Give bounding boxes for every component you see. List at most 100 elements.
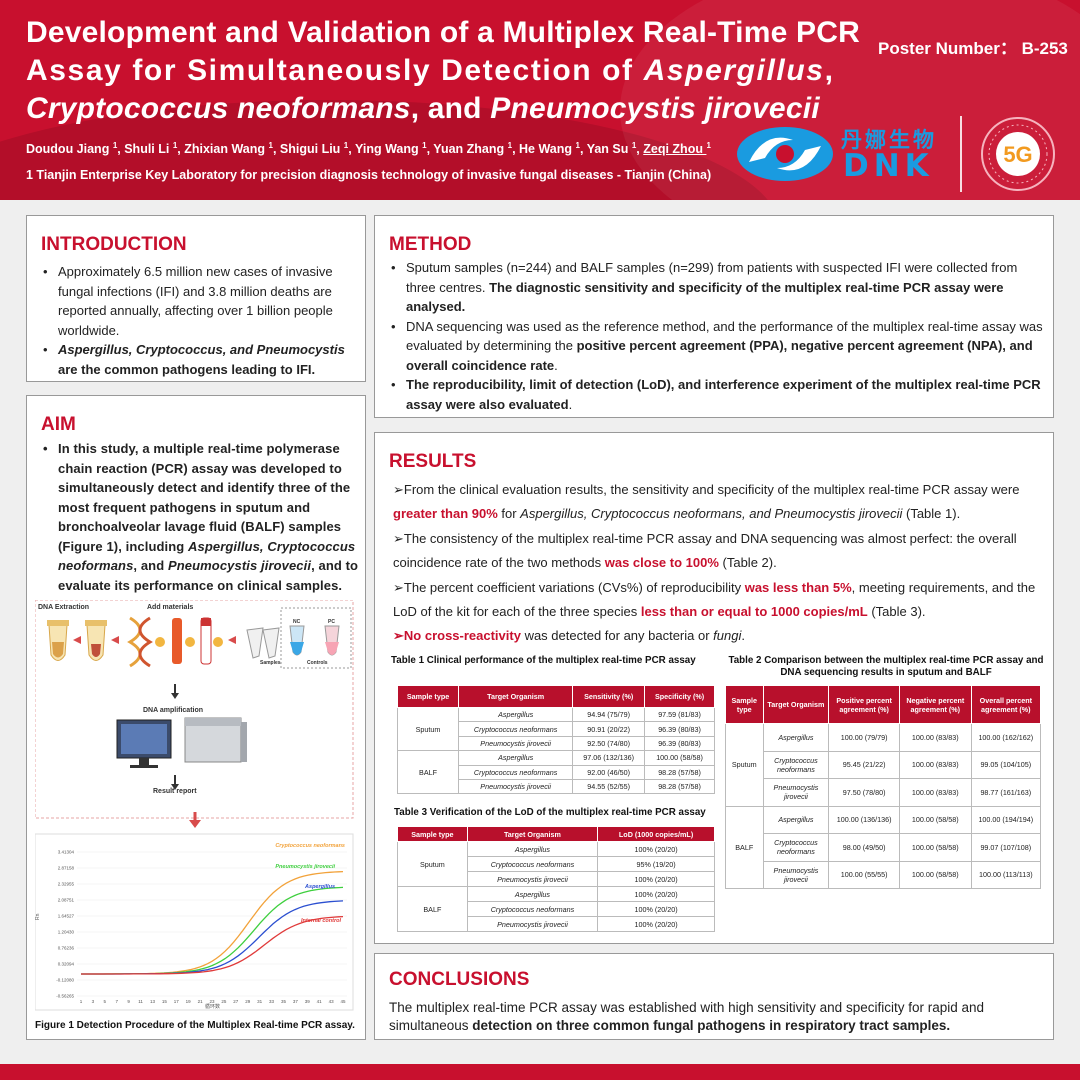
affiliation: 1 Tianjin Enterprise Key Laboratory for … [26, 168, 712, 182]
tube-icon [85, 620, 107, 661]
bullet-text: In this study, a multiple real-time poly… [58, 441, 351, 554]
method-bullet: DNA sequencing was used as the reference… [389, 317, 1049, 376]
x-tick-label: 7 [115, 999, 118, 1004]
value-cell: 100.00 (79/79) [828, 723, 900, 752]
minus-icon [213, 637, 223, 647]
x-tick-label: 35 [281, 999, 287, 1004]
para-text: fungi [713, 628, 742, 644]
table-header-cell: Sample type [725, 685, 764, 724]
header-banner: Development and Validation of a Multiple… [0, 0, 1080, 200]
para-text: . [741, 628, 745, 644]
dna-icon [127, 616, 153, 668]
sample-type-cell: Sputum [397, 841, 468, 887]
table-row: Cryptococcus neoformans 90.91 (20/22) 96.3… [398, 721, 715, 737]
organism-cell: Aspergillus [466, 841, 599, 857]
para-text: ➢The consistency of the multiplex real-t… [393, 530, 1017, 571]
aim-heading: AIM [41, 414, 76, 435]
y-tick-label: -0.56265 [56, 994, 74, 999]
nc-label: NC [293, 619, 301, 625]
table-header-cell: LoD (1000 copies/mL) [597, 826, 715, 842]
introduction-bullet: Aspergillus, Cryptococcus, and Pneumocys… [41, 340, 361, 379]
method-bullet: The reproducibility, limit of detection … [389, 375, 1049, 414]
bullet-text: . [554, 357, 558, 373]
value-cell: 100.00 (136/136) [828, 805, 900, 834]
introduction-list: Approximately 6.5 million new cases of i… [41, 262, 361, 379]
value-cell: 100.00 (194/194) [970, 805, 1042, 834]
x-tick-label: 23 [209, 999, 215, 1004]
x-tick-label: 11 [138, 999, 143, 1004]
conclusions-heading: CONCLUSIONS [389, 969, 530, 990]
table-row: BALF Aspergillus 97.06 (132/136) 100.00 (58… [396, 750, 715, 795]
para-text: ➢The percent coefficient variations (CVs… [393, 579, 745, 595]
value-cell: 90.91 (20/22) [572, 721, 646, 737]
chart-curve-labels: Cryptococcus neoformans Pneumocystis jiro… [275, 843, 345, 924]
para-text: was detected for any bacteria or [520, 628, 714, 644]
organism-cell: Cryptococcus neoformans [458, 764, 574, 780]
value-cell: 96.39 (80/83) [644, 735, 715, 752]
footer-bar [0, 1064, 1080, 1080]
organism-cell: Cryptococcus neoformans [762, 833, 830, 862]
5g-badge-icon: 5G [981, 117, 1055, 191]
highlight-text: greater than 90% [393, 506, 498, 522]
highlight-text: was close to 100% [604, 555, 719, 571]
value-cell: 100.00 (58/58) [898, 860, 972, 889]
poster-number: Poster Number： B-253 [878, 39, 1068, 58]
arrow-icon [228, 636, 236, 644]
table-header-row: Sample type Target Organism Positive perce… [725, 685, 1042, 724]
y-tick-label: -0.12080 [56, 978, 74, 983]
computer-icon [116, 719, 172, 768]
title-line-3: Cryptococcus neoformans, and Pneumocysti… [26, 90, 860, 128]
title-organism: Pneumocystis jirovecii [490, 92, 820, 125]
x-tick-label: 37 [293, 999, 299, 1004]
table-row: Pneumocystis jirovecii 100% (20/20) [398, 916, 715, 932]
para-text: (Table 2). [718, 555, 777, 571]
author-name: Zhixian Wang [184, 142, 269, 157]
table-row: BALF Aspergillus 100% (20/20) [397, 886, 715, 932]
results-paragraph: ➢From the clinical evaluation results, t… [393, 478, 1043, 527]
table-row: Sputum Aspergillus 100.00 (79/79) 100.00 (8… [725, 723, 1042, 807]
table-1: Sample type Target Organism Sensitivity (%… [396, 685, 715, 795]
author-separator: , [512, 142, 520, 157]
tube-icon [47, 620, 69, 661]
x-axis-label: 循环数 [205, 1003, 220, 1010]
author-affiliation-mark: 1 [172, 141, 178, 150]
sample-type-cell: BALF [397, 886, 468, 932]
method-bullet: Sputum samples (n=244) and BALF samples … [389, 258, 1049, 317]
organism-cell: Pneumocystis jirovecii [762, 778, 830, 807]
para-text: Aspergillus, Cryptococcus neoformans, an… [520, 506, 903, 522]
value-cell: 95% (19/20) [597, 856, 715, 872]
bullet-text: Pneumocystis jirovecii [167, 558, 312, 573]
value-cell: 96.39 (80/83) [644, 721, 715, 737]
sample-tubes-icon [246, 627, 280, 659]
sample-type-cell: Sputum [396, 706, 460, 752]
title-text: Assay for Simultaneously Detection of [26, 54, 644, 87]
table-row: Sputum Aspergillus 100% (20/20) [397, 841, 715, 887]
author-name: Doudou Jiang [26, 142, 113, 157]
value-cell: 100.00 (83/83) [898, 723, 972, 752]
sample-type-cell: BALF [396, 750, 460, 795]
para-text: detection on three common fungal pathoge… [472, 1018, 951, 1033]
bullet-text: DNA sequencing was used as the reference… [406, 318, 1043, 354]
para-text: The multiplex real-time PCR assay was es… [389, 1000, 985, 1033]
method-heading: METHOD [389, 234, 472, 255]
author-affiliation-mark: 1 [268, 141, 273, 150]
table-header-row: Sample type Target Organism Sensitivity (%… [396, 685, 715, 708]
x-tick-label: 13 [150, 999, 156, 1004]
method-list: Sputum samples (n=244) and BALF samples … [389, 258, 1049, 414]
value-cell: 95.45 (21/22) [828, 750, 900, 779]
x-tick-label: 41 [317, 999, 323, 1004]
x-tick-label: 43 [329, 999, 335, 1004]
aim-bullet: In this study, a multiple real-time poly… [41, 439, 361, 595]
x-tick-label: 19 [186, 999, 192, 1004]
organism-cell: Cryptococcus neoformans [762, 750, 830, 779]
table-header-cell: Sample type [396, 685, 460, 708]
value-cell: 98.28 (57/58) [644, 764, 715, 780]
chart-x-ticks: 1 3 5 7 9 11 13 15 17 19 21 23 25 27 29 31 33 35 37 39 41 43 4… [80, 999, 346, 1004]
value-cell: 98.77 (161/163) [970, 778, 1042, 807]
x-tick-label: 15 [162, 999, 168, 1004]
y-tick-label: 0.76236 [58, 946, 75, 951]
organism-cell: Pneumocystis jirovecii [458, 735, 574, 752]
table-header-cell: Target Organism [762, 685, 830, 724]
highlight-text: was less than 5% [744, 579, 852, 595]
title-line-1: Development and Validation of a Multiple… [26, 16, 860, 49]
